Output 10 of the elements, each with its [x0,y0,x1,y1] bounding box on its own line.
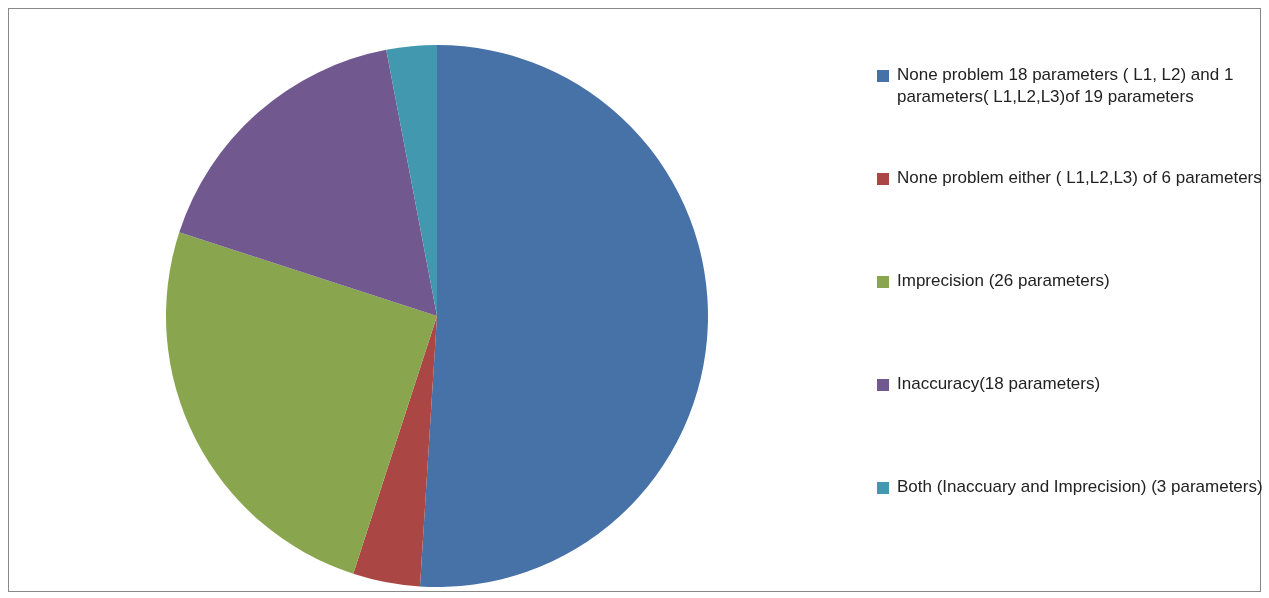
legend-label: Imprecision (26 parameters) [897,270,1110,292]
pie-slice [166,232,437,574]
legend-label: Both (Inaccuary and Imprecision) (3 parameters) [897,476,1263,498]
legend-label: Inaccuracy(18 parameters) [897,373,1101,395]
pie-slice [179,49,437,316]
legend-label: None problem either ( L1,L2,L3) of 6 parameters [897,167,1262,189]
pie-slice [386,45,437,316]
pie-slice [353,316,437,587]
legend-label: None problem 18 parameters ( L1, L2) and 1 parameters( L1,L2,L3)of 19 parameters [897,64,1235,108]
pie-slice [419,45,708,587]
